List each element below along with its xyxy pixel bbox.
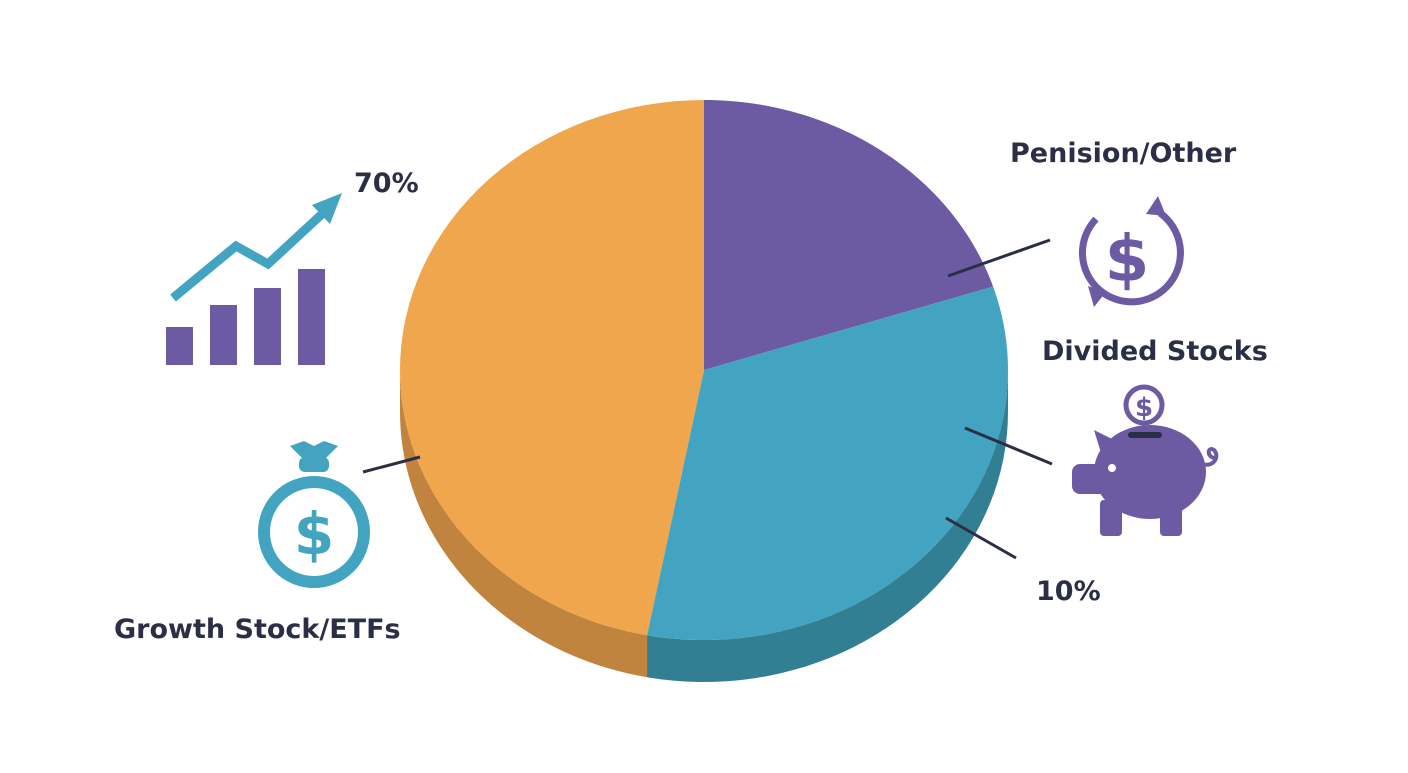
- svg-text:$: $: [1105, 223, 1150, 297]
- piggy-bank-icon: $: [1072, 384, 1219, 536]
- pie-side-divided-stocks: [647, 370, 1008, 682]
- svg-text:$: $: [1135, 393, 1153, 423]
- leader-lines: [362, 238, 1053, 560]
- annotation-70-percent: 70%: [354, 168, 419, 199]
- recurring-dollar-icon: $: [1079, 196, 1184, 307]
- slice-label-growth: Growth Stock/ETFs: [114, 614, 401, 645]
- leader-line-pension: [947, 238, 1051, 278]
- slice-label-dividend: Divided Stocks: [1042, 336, 1268, 367]
- svg-text:$: $: [294, 500, 334, 568]
- pie-layer: [400, 100, 1008, 682]
- slice-label-pension: Penision/Other: [1010, 138, 1237, 169]
- leader-line-dividend: [964, 426, 1053, 466]
- leader-line-growth: [362, 455, 421, 474]
- pie-slice-penision-other: [704, 100, 994, 370]
- pie-slice-growth-stock-etfs: [400, 100, 704, 636]
- pie-side-growth-stock-etfs: [400, 370, 648, 678]
- bar-chart-trend-icon: [166, 193, 342, 365]
- pie-slice-divided-stocks: [647, 286, 1008, 640]
- annotation-10-percent: 10%: [1036, 576, 1101, 607]
- money-bag-icon: $: [258, 441, 370, 588]
- leader-line-10pct: [945, 516, 1017, 560]
